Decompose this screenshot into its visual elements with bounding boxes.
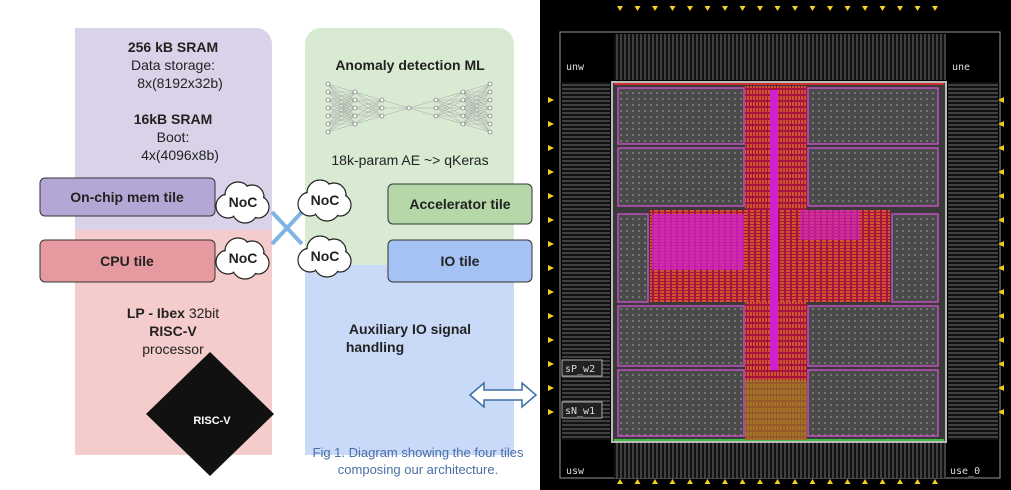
nn-node (488, 90, 492, 94)
macro-block (618, 214, 648, 302)
routing-dense (745, 380, 807, 440)
chip-label: use_0 (950, 466, 980, 477)
noc-label: NoC (311, 248, 340, 264)
chip-label: sN_w1 (565, 406, 595, 417)
nn-node (326, 114, 330, 118)
nn-node (353, 98, 357, 102)
nn-node (434, 98, 438, 102)
nn-node (461, 122, 465, 126)
sram-text: 8x(8192x32b) (137, 75, 223, 91)
chip-label: usw (566, 466, 585, 477)
caption: composing our architecture. (338, 462, 498, 477)
macro-block (808, 306, 938, 366)
nn-node (461, 106, 465, 110)
nn-node (326, 98, 330, 102)
routing-dense (770, 90, 778, 370)
nn-node (488, 114, 492, 118)
macro-block (808, 370, 938, 436)
nn-node (461, 114, 465, 118)
nn-node (488, 98, 492, 102)
pad-column (562, 82, 610, 440)
nn-node (488, 122, 492, 126)
nn-node (434, 106, 438, 110)
crossbar-arrows (272, 212, 302, 244)
nn-node (380, 106, 384, 110)
sram-text: 4x(4096x8b) (141, 147, 219, 163)
tile-label: IO tile (441, 253, 480, 269)
nn-node (488, 130, 492, 134)
cpu-text: LP - Ibex 32bit (127, 305, 219, 321)
macro-block (618, 88, 744, 144)
nn-node (326, 122, 330, 126)
cpu-isa: RISC-V (149, 323, 197, 339)
sram-title: 256 kB SRAM (128, 39, 218, 55)
noc-label: NoC (229, 194, 258, 210)
nn-node (380, 98, 384, 102)
routing-dense (652, 214, 744, 270)
tile-label: Accelerator tile (409, 196, 510, 212)
nn-node (353, 114, 357, 118)
pad-column (948, 82, 998, 440)
cpu-kind: processor (142, 341, 204, 357)
sram-text: Data storage: (131, 57, 215, 73)
noc-label: NoC (311, 192, 340, 208)
chip-label: sP_w2 (565, 364, 595, 375)
sram-text: Boot: (157, 129, 190, 145)
nn-node (461, 98, 465, 102)
nn-node (434, 114, 438, 118)
ml-title: Anomaly detection ML (335, 57, 485, 73)
nn-node (326, 130, 330, 134)
chip-layout: unw une sP_w2 sN_w1 usw use_0 (540, 0, 1011, 490)
logo-text: RISC-V (193, 415, 231, 427)
chip-label: unw (566, 62, 585, 73)
nn-node (407, 106, 411, 110)
cpu-name: LP - Ibex (127, 305, 185, 321)
io-text: handling (346, 339, 404, 355)
sram-title: 16kB SRAM (134, 111, 213, 127)
macro-block (892, 214, 938, 302)
ml-model: 18k-param AE ~> qKeras (331, 152, 488, 168)
pad-row (614, 34, 946, 80)
nn-node (326, 82, 330, 86)
macro-block (808, 88, 938, 144)
chip-label: une (952, 62, 970, 73)
macro-block (618, 306, 744, 366)
cpu-bits: 32bit (189, 305, 219, 321)
diagram: 256 kB SRAM Data storage: 8x(8192x32b) 1… (40, 28, 536, 477)
tile-label: On-chip mem tile (70, 189, 184, 205)
macro-block (808, 148, 938, 206)
nn-node (353, 90, 357, 94)
macro-block (618, 148, 744, 206)
caption: Fig 1. Diagram showing the four tiles (313, 445, 524, 460)
nn-node (353, 106, 357, 110)
nn-node (353, 122, 357, 126)
routing-dense (800, 210, 860, 240)
nn-node (326, 106, 330, 110)
pad-row (614, 442, 946, 478)
nn-node (488, 82, 492, 86)
nn-node (461, 90, 465, 94)
page: 256 kB SRAM Data storage: 8x(8192x32b) 1… (0, 0, 1011, 490)
nn-node (326, 90, 330, 94)
io-panel (305, 265, 514, 455)
nn-node (380, 114, 384, 118)
macro-block (618, 370, 744, 436)
tile-label: CPU tile (100, 253, 154, 269)
io-text: Auxiliary IO signal (349, 321, 471, 337)
noc-label: NoC (229, 250, 258, 266)
nn-node (488, 106, 492, 110)
